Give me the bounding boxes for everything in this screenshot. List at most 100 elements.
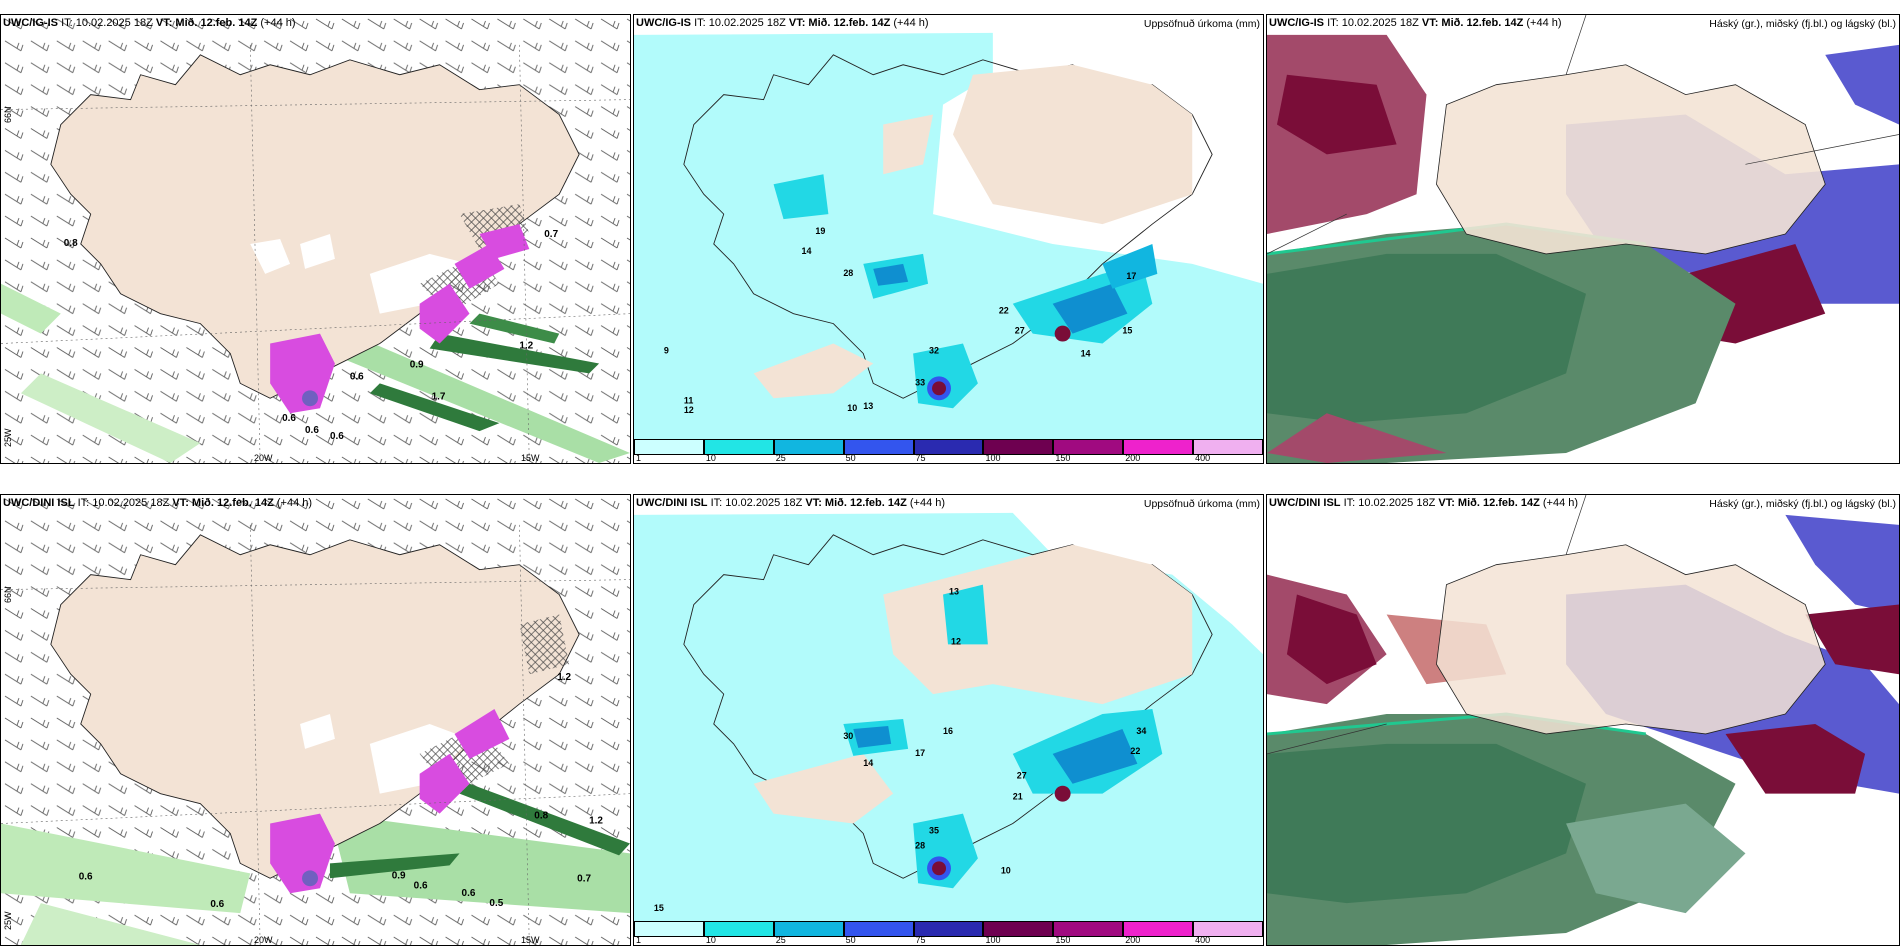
precip-value: 10 — [1001, 865, 1011, 875]
model-name: UWC/IG-IS — [1269, 17, 1324, 29]
colorbar-swatch — [1053, 439, 1124, 455]
precip-value: 34 — [1136, 726, 1146, 736]
model-name: UWC/IG-IS — [3, 17, 58, 29]
wind-value: 0.6 — [282, 413, 296, 424]
wind-value: 0.5 — [489, 898, 503, 909]
lat-label-66: 66N — [3, 586, 13, 603]
colorbar-swatch — [913, 439, 984, 455]
precip-title: Uppsöfnuð úrkoma (mm) — [1143, 18, 1260, 30]
init-time: IT: 10.02.2025 18Z — [710, 497, 803, 509]
colorbar-swatch — [634, 439, 704, 455]
panel-header: UWC/DINI ISL IT: 10.02.2025 18Z VT: Mið.… — [636, 497, 945, 509]
colorbar-swatch — [634, 921, 704, 937]
valid-time: VT: Mið. 12.feb. 14Z — [155, 17, 258, 29]
model-name: UWC/DINI ISL — [3, 497, 75, 509]
panel-cloud-top: UWC/IG-IS IT: 10.02.2025 18Z VT: Mið. 12… — [1266, 14, 1900, 464]
init-time: IT: 10.02.2025 18Z — [77, 497, 170, 509]
precip-value: 12 — [951, 636, 961, 646]
precip-value: 30 — [843, 731, 853, 741]
precip-value: 15 — [1122, 326, 1132, 336]
model-name: UWC/IG-IS — [636, 17, 691, 29]
model-name: UWC/DINI ISL — [636, 497, 708, 509]
wind-map: 0.8 0.7 0.6 0.6 0.6 0.6 1.7 1.2 0.9 — [1, 15, 630, 463]
precip-value: 21 — [1013, 792, 1023, 802]
wind-value: 0.6 — [79, 871, 93, 882]
panel-precip-top: UWC/IG-IS IT: 10.02.2025 18Z VT: Mið. 12… — [633, 14, 1264, 464]
colorbar-tick: 150 — [1055, 453, 1071, 463]
wind-value: 0.6 — [414, 880, 428, 891]
precip-value: 16 — [943, 726, 953, 736]
wind-value: 0.9 — [410, 359, 424, 370]
precip-title: Uppsöfnuð úrkoma (mm) — [1143, 498, 1260, 510]
lead-time: (+44 h) — [909, 497, 946, 509]
precip-value: 27 — [1017, 771, 1027, 781]
wind-value: 1.7 — [432, 391, 446, 402]
colorbar-swatch — [1123, 921, 1194, 937]
wind-value: 0.6 — [305, 425, 319, 436]
panel-cloud-bottom: UWC/DINI ISL IT: 10.02.2025 18Z VT: Mið.… — [1266, 494, 1900, 946]
wind-value: 0.6 — [462, 888, 476, 899]
lead-time: (+44 h) — [1542, 497, 1579, 509]
init-time: IT: 10.02.2025 18Z — [1327, 17, 1419, 29]
cloud-title: Háský (gr.), miðský (fj.bl.) og lágský (… — [1709, 498, 1896, 510]
colorbar-tick: 75 — [915, 935, 926, 945]
valid-time: VT: Mið. 12.feb. 14Z — [805, 497, 907, 509]
colorbar-swatch — [843, 921, 914, 937]
colorbar-swatch — [773, 439, 844, 455]
precip-value: 32 — [929, 345, 939, 355]
wind-value: 0.8 — [534, 811, 548, 822]
precip-value: 14 — [863, 758, 873, 768]
precip-colorbar: 1 10 25 50 75 100 150 200 400 — [634, 921, 1263, 945]
precip-value: 10 — [847, 403, 857, 413]
panel-header: UWC/IG-IS IT: 10.02.2025 18Z VT: Mið. 12… — [1269, 17, 1562, 29]
precip-map: 30 35 28 27 21 22 34 16 17 13 14 12 10 1… — [634, 495, 1263, 945]
colorbar-tick: 1 — [636, 453, 642, 463]
colorbar-tick: 10 — [705, 935, 716, 945]
precip-value: 19 — [815, 226, 825, 236]
precip-value: 28 — [843, 268, 853, 278]
colorbar-swatch — [703, 921, 774, 937]
lead-time: (+44 h) — [276, 497, 313, 509]
precip-value: 12 — [684, 405, 694, 415]
wind-value: 1.2 — [519, 341, 533, 352]
wind-map: 0.6 0.6 0.9 0.6 0.6 0.5 0.8 0.7 1.2 1.2 — [1, 495, 630, 945]
colorbar-tick: 400 — [1195, 453, 1211, 463]
panel-wind-bottom: UWC/DINI ISL IT: 10.02.2025 18Z VT: Mið.… — [0, 494, 631, 946]
panel-header: UWC/DINI ISL IT: 10.02.2025 18Z VT: Mið.… — [1269, 497, 1578, 509]
colorbar-swatch — [983, 921, 1054, 937]
valid-time: VT: Mið. 12.feb. 14Z — [172, 497, 274, 509]
wind-value: 0.6 — [350, 371, 364, 382]
colorbar-tick: 200 — [1125, 935, 1141, 945]
precip-map: 28 32 33 27 22 17 15 14 11 12 10 13 19 1… — [634, 15, 1263, 463]
lon-label-15: 15W — [521, 453, 540, 463]
valid-time: VT: Mið. 12.feb. 14Z — [1438, 497, 1540, 509]
colorbar-tick: 25 — [775, 935, 786, 945]
lat-label-66: 66N — [3, 106, 13, 123]
valid-time: VT: Mið. 12.feb. 14Z — [788, 17, 891, 29]
precip-value: 14 — [801, 246, 811, 256]
lon-label-15: 15W — [521, 935, 540, 945]
model-name: UWC/DINI ISL — [1269, 497, 1341, 509]
precip-value: 17 — [915, 748, 925, 758]
precip-value: 35 — [929, 826, 939, 836]
colorbar-tick: 50 — [845, 935, 856, 945]
precip-value: 22 — [999, 306, 1009, 316]
wind-value: 0.6 — [210, 899, 224, 910]
colorbar-tick: 100 — [985, 935, 1001, 945]
lon-label-20: 20W — [254, 935, 273, 945]
colorbar-swatch — [773, 921, 844, 937]
colorbar-tick: 100 — [985, 453, 1001, 463]
colorbar-tick: 1 — [636, 935, 642, 945]
wind-value: 1.2 — [589, 816, 603, 827]
lon-label-25: 25W — [3, 911, 13, 930]
init-time: IT: 10.02.2025 18Z — [1343, 497, 1436, 509]
precip-colorbar: 1 10 25 50 75 100 150 200 400 — [634, 439, 1263, 463]
precip-value: 15 — [654, 903, 664, 913]
precip-value: 33 — [915, 377, 925, 387]
colorbar-tick: 50 — [845, 453, 856, 463]
init-time: IT: 10.02.2025 18Z — [61, 17, 153, 29]
wind-value: 0.7 — [544, 229, 558, 240]
lon-label-25: 25W — [3, 428, 13, 447]
wind-value: 0.8 — [64, 238, 78, 249]
colorbar-tick: 400 — [1195, 935, 1211, 945]
